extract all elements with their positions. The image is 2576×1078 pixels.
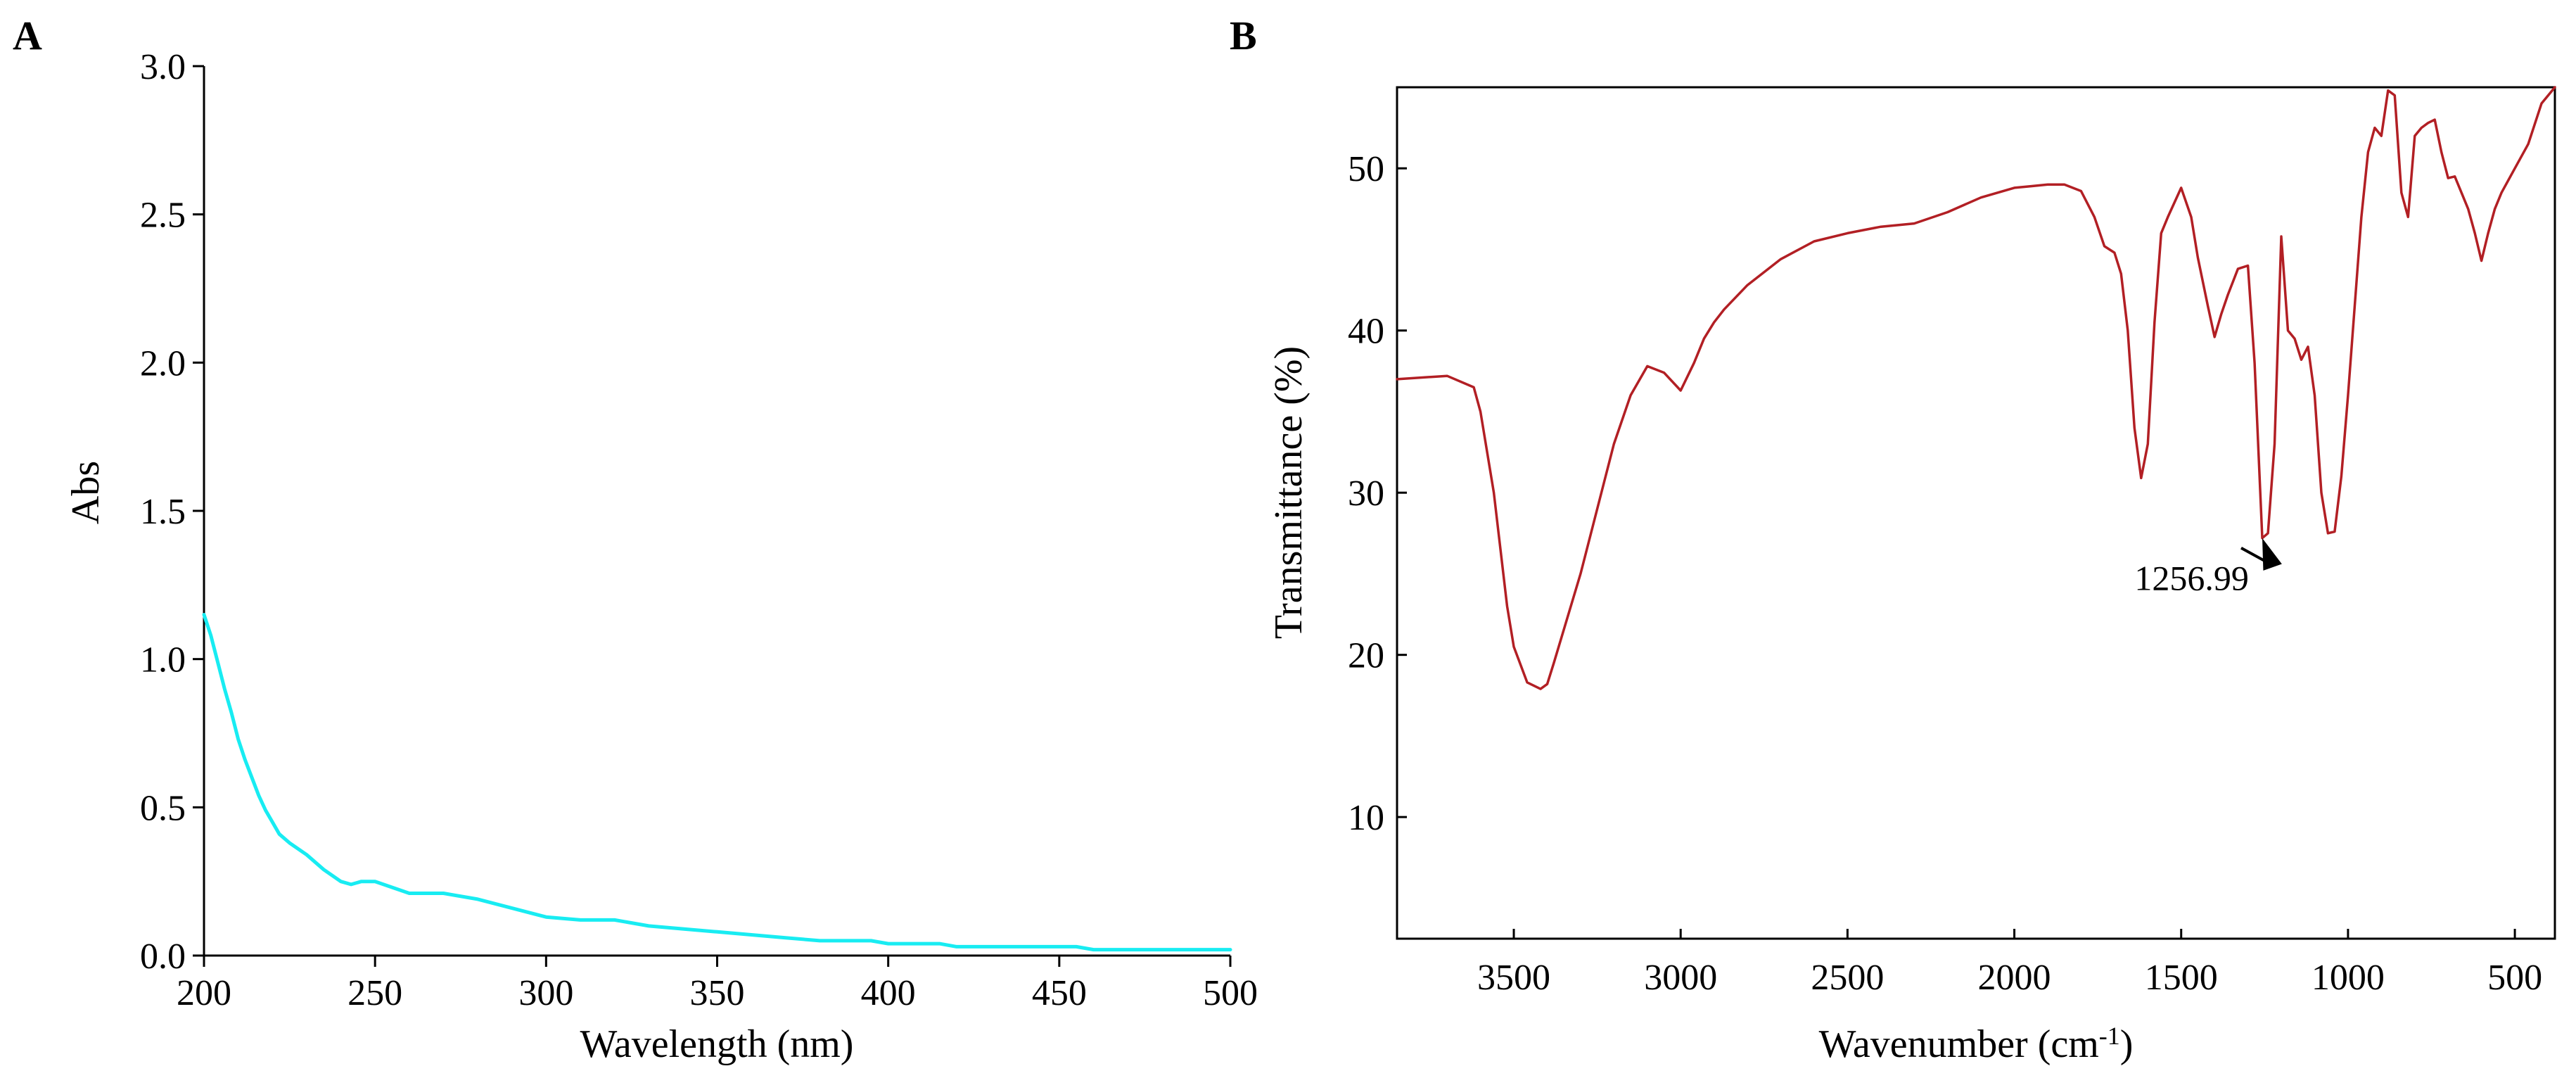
panel-a-uv-spectrum-line — [202, 613, 1232, 952]
panel-a-x-tick-label: 250 — [347, 973, 402, 1013]
panel-a-y-tick-label: 3.0 — [140, 47, 186, 87]
annotation-arrow-head — [2262, 538, 2282, 571]
panel-a-y-axis-title: Abs — [64, 461, 108, 524]
panel-a-series — [202, 613, 1232, 952]
panel-b-x-tick-label: 3000 — [1644, 958, 1717, 998]
panel-b-x-axis-title: Wavenumber (cm-1) — [1819, 1022, 2134, 1066]
panel-a-x-tick-label: 400 — [861, 973, 916, 1013]
panel-a-y-tick-label: 1.0 — [140, 640, 186, 680]
panel-b-y-tick-label: 30 — [1348, 474, 1384, 514]
panel-b-y-ticks: 10 20 30 40 50 — [1348, 149, 1407, 838]
panel-a: A 200 250 300 350 400 450 500 0.0 0.5 1.0 1.5 2.0 2… — [13, 13, 1258, 1066]
panel-a-x-ticks: 200 250 300 350 400 450 500 — [177, 956, 1258, 1013]
panel-a-axes — [203, 66, 1230, 957]
panel-b-y-tick-label: 40 — [1348, 312, 1384, 352]
panel-a-y-ticks: 0.0 0.5 1.0 1.5 2.0 2.5 3.0 — [140, 47, 204, 977]
panel-a-x-tick-label: 450 — [1032, 973, 1087, 1013]
panel-a-x-tick-label: 200 — [177, 973, 231, 1013]
panel-a-y-tick-label: 0.0 — [140, 937, 186, 977]
panel-b: B 3500 3000 2500 2000 1500 1000 500 10 20 30 40 50… — [1230, 13, 2556, 1066]
panel-b-y-tick-label: 10 — [1348, 798, 1384, 838]
panel-b-plot-frame — [1396, 86, 2556, 940]
panel-b-label: B — [1230, 13, 1257, 58]
panel-a-y-tick-label: 2.5 — [140, 196, 186, 236]
panel-a-x-axis-title: Wavelength (nm) — [580, 1022, 854, 1066]
panel-b-x-axis-title-superscript: -1 — [2099, 1022, 2120, 1050]
panel-b-y-tick-label: 20 — [1348, 636, 1384, 676]
panel-a-label: A — [13, 13, 42, 58]
panel-b-y-tick-label: 50 — [1348, 149, 1384, 189]
panel-b-y-axis-title: Transmittance (%) — [1267, 346, 1311, 639]
panel-a-x-tick-label: 300 — [518, 973, 573, 1013]
panel-b-x-axis-title-suffix: ) — [2120, 1022, 2134, 1066]
panel-b-x-tick-label: 1000 — [2312, 958, 2385, 998]
panel-a-y-tick-label: 0.5 — [140, 788, 186, 828]
panel-b-x-tick-label: 3500 — [1477, 958, 1550, 998]
panel-a-y-tick-label: 1.5 — [140, 492, 186, 532]
panel-b-annotations: 1256.99 — [2134, 538, 2282, 597]
panel-b-x-tick-label: 2000 — [1978, 958, 2051, 998]
panel-b-x-tick-label: 500 — [2487, 958, 2542, 998]
panel-a-y-tick-label: 2.0 — [140, 343, 186, 383]
panel-a-x-tick-label: 500 — [1203, 973, 1258, 1013]
panel-b-series — [1396, 86, 2556, 690]
panel-b-x-tick-label: 1500 — [2145, 958, 2218, 998]
panel-b-ftir-spectrum-line — [1396, 86, 2556, 690]
annotation-label: 1256.99 — [2134, 558, 2249, 597]
panel-b-x-axis-title-main: Wavenumber (cm — [1819, 1022, 2099, 1066]
panel-b-x-ticks: 3500 3000 2500 2000 1500 1000 500 — [1477, 929, 2542, 998]
panel-a-x-tick-label: 350 — [690, 973, 745, 1013]
panel-b-x-tick-label: 2500 — [1811, 958, 1884, 998]
